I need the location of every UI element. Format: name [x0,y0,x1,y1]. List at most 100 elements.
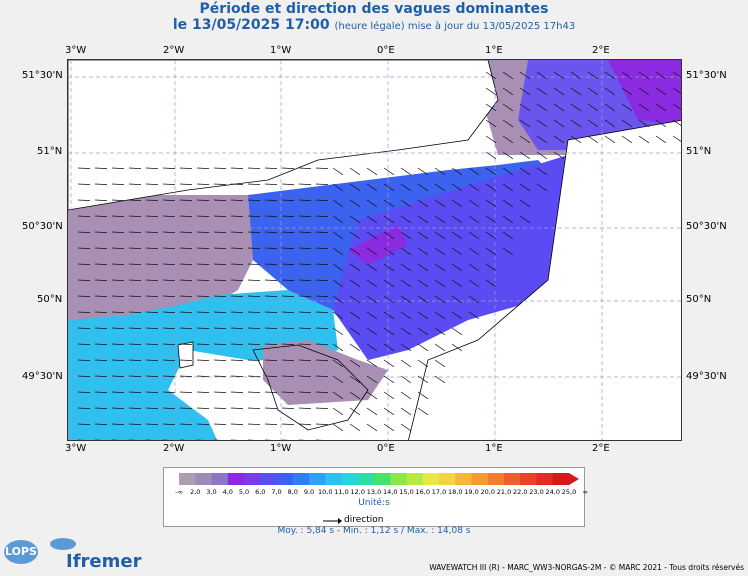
direction-arrow [213,343,227,345]
lon-tick-top: 1°E [485,45,503,56]
direction-arrow [179,215,193,217]
direction-arrow [655,71,667,80]
direction-arrow [298,327,312,329]
lon-tick-top: 2°E [592,45,610,56]
direction-arrow [77,279,91,281]
direction-arrow [621,119,633,128]
direction-arrow [366,231,378,240]
direction-arrow [247,311,261,313]
direction-arrow [434,343,446,352]
direction-arrow [77,375,91,377]
direction-arrow [434,247,446,256]
direction-arrow [281,279,295,281]
direction-arrow [94,375,108,377]
direction-arrow [519,71,531,80]
direction-arrow [434,231,446,240]
direction-arrow [672,119,681,126]
direction-arrow [196,279,210,281]
direction-arrow [111,423,125,425]
direction-arrow [111,359,125,361]
direction-arrow [213,423,227,425]
direction-arrow [316,439,324,440]
direction-arrow [536,151,548,160]
direction-arrow [315,423,329,425]
direction-arrow [247,215,261,217]
direction-arrow [315,311,329,313]
direction-arrow [162,423,176,425]
direction-arrow [111,375,125,377]
direction-arrow [162,311,176,313]
direction-arrow [417,359,429,368]
direction-arrow [77,391,91,393]
direction-arrow [315,167,329,169]
direction-arrow [468,199,480,208]
colorbar-tick-label: 7,0 [271,488,282,496]
direction-arrow [230,231,244,233]
direction-arrow [298,359,312,361]
direction-arrow [281,375,295,377]
direction-arrow [247,183,261,185]
direction-arrow [519,199,531,208]
colorbar-swatch [536,473,554,485]
direction-arrow [145,199,159,201]
direction-arrow [145,359,159,361]
colorbar-max-arrow [569,473,579,485]
colorbar-swatch [520,473,537,485]
stats-line: Moy. : 5,84 s - Min. : 1,12 s / Max. : 1… [277,526,471,536]
colorbar-tick-label: 21,0 [496,488,512,496]
direction-arrow [570,71,582,80]
direction-arrow [230,391,244,393]
direction-arrow [502,119,514,128]
direction-arrow [366,343,378,352]
direction-arrow [349,263,361,272]
direction-arrow [213,231,227,233]
direction-arrow [78,439,86,440]
direction-arrow [519,119,531,128]
direction-arrow [196,311,210,313]
direction-arrow [213,215,227,217]
direction-arrow [349,423,361,432]
ifremer-fish-icon [50,538,76,550]
direction-arrow [230,359,244,361]
direction-arrow [485,167,497,176]
direction-arrow [366,423,378,432]
direction-arrow [281,183,295,185]
colorbar-tick-label: 18,0 [448,488,463,496]
colorbar-tick-label: 3,0 [206,488,217,496]
direction-arrow [196,231,210,233]
direction-arrow [179,375,193,377]
direction-arrow [111,343,125,345]
ifremer-logo: Ifremer [66,551,142,572]
colorbar-tick-label: 2,0 [190,488,201,496]
direction-arrow [281,215,295,217]
direction-arrow [145,167,159,169]
direction-arrow [400,183,412,192]
direction-arrow [315,391,329,393]
direction-arrow [366,359,378,368]
colorbar-swatch [227,473,245,485]
direction-arrow [315,407,329,409]
direction-arrow [332,359,344,368]
direction-arrow [315,199,329,201]
direction-arrow [383,359,395,368]
direction-arrow [128,183,142,185]
colorbar-tick-label: 15,0 [399,488,414,496]
direction-arrow [468,247,480,256]
direction-arrow [111,391,125,393]
direction-arrow [247,359,261,361]
direction-arrow [502,103,514,112]
direction-arrow [400,247,412,256]
direction-arrow [655,119,667,128]
direction-arrow [213,391,227,393]
direction-arrow [111,215,125,217]
direction-arrow [536,183,548,192]
direction-arrow [264,279,278,281]
direction-arrow [519,135,531,144]
direction-arrow [417,263,429,272]
direction-arrow [383,327,395,336]
direction-arrow [400,231,412,240]
direction-arrow [485,263,497,272]
subtitle-date: le 13/05/2025 17:00 [172,17,330,33]
land-england [68,60,499,211]
direction-arrow [400,343,412,352]
